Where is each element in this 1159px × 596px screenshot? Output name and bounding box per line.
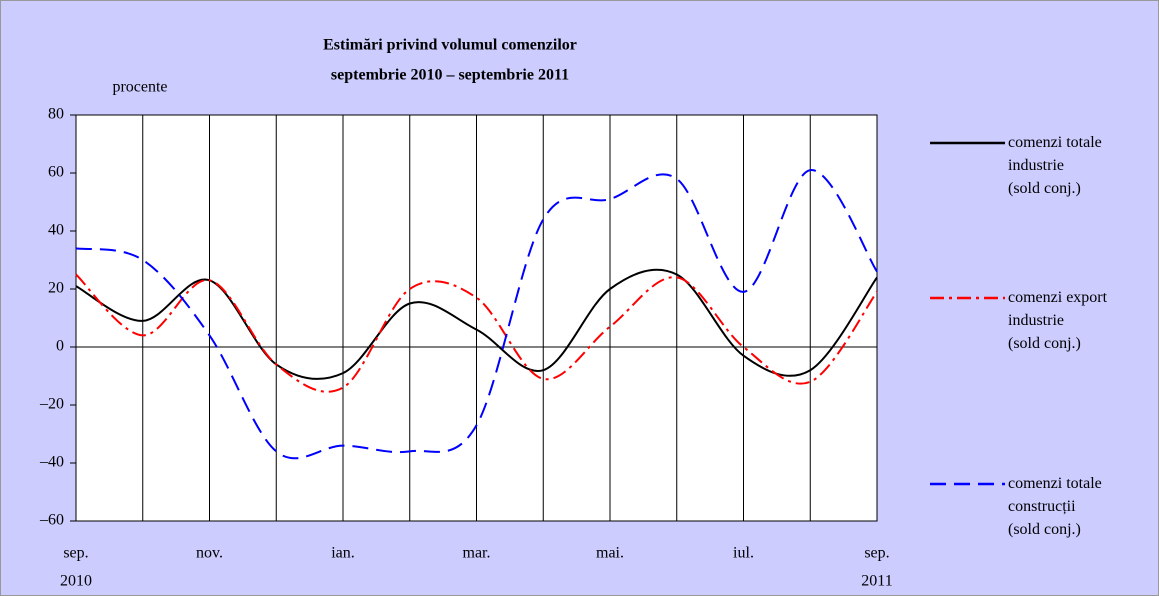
- legend-label: comenzi totale industrie (sold conj.): [1008, 134, 1102, 197]
- y-tick-label: –40: [39, 454, 64, 471]
- y-tick-label: –20: [39, 396, 64, 413]
- y-tick-label: 80: [48, 106, 64, 123]
- legend-label: comenzi totale construcții (sold conj.): [1008, 475, 1102, 538]
- chart-subtitle: septembrie 2010 – septembrie 2011: [331, 67, 569, 84]
- x-year-label: 2011: [861, 573, 892, 590]
- x-tick-label: iul.: [733, 545, 754, 562]
- x-tick-label: ian.: [331, 545, 355, 562]
- y-tick-label: –60: [39, 512, 64, 529]
- x-year-label: 2010: [60, 573, 92, 590]
- x-tick-label: mar.: [463, 545, 491, 562]
- legend-label: comenzi export industrie (sold conj.): [1008, 289, 1108, 352]
- x-tick-label: sep.: [864, 545, 889, 562]
- series-line: [75, 273, 878, 393]
- x-tick-label: nov.: [196, 545, 223, 562]
- y-tick-label: 60: [48, 164, 64, 181]
- y-tick-label: 0: [56, 338, 64, 355]
- series-line: [75, 169, 878, 460]
- y-tick-label: 20: [48, 280, 64, 297]
- y-axis-label: procente: [112, 79, 167, 96]
- chart-title: Estimări privind volumul comenzilor: [323, 37, 577, 54]
- y-tick-label: 40: [48, 222, 64, 239]
- x-tick-label: sep.: [63, 545, 88, 562]
- x-tick-label: mai.: [596, 545, 624, 562]
